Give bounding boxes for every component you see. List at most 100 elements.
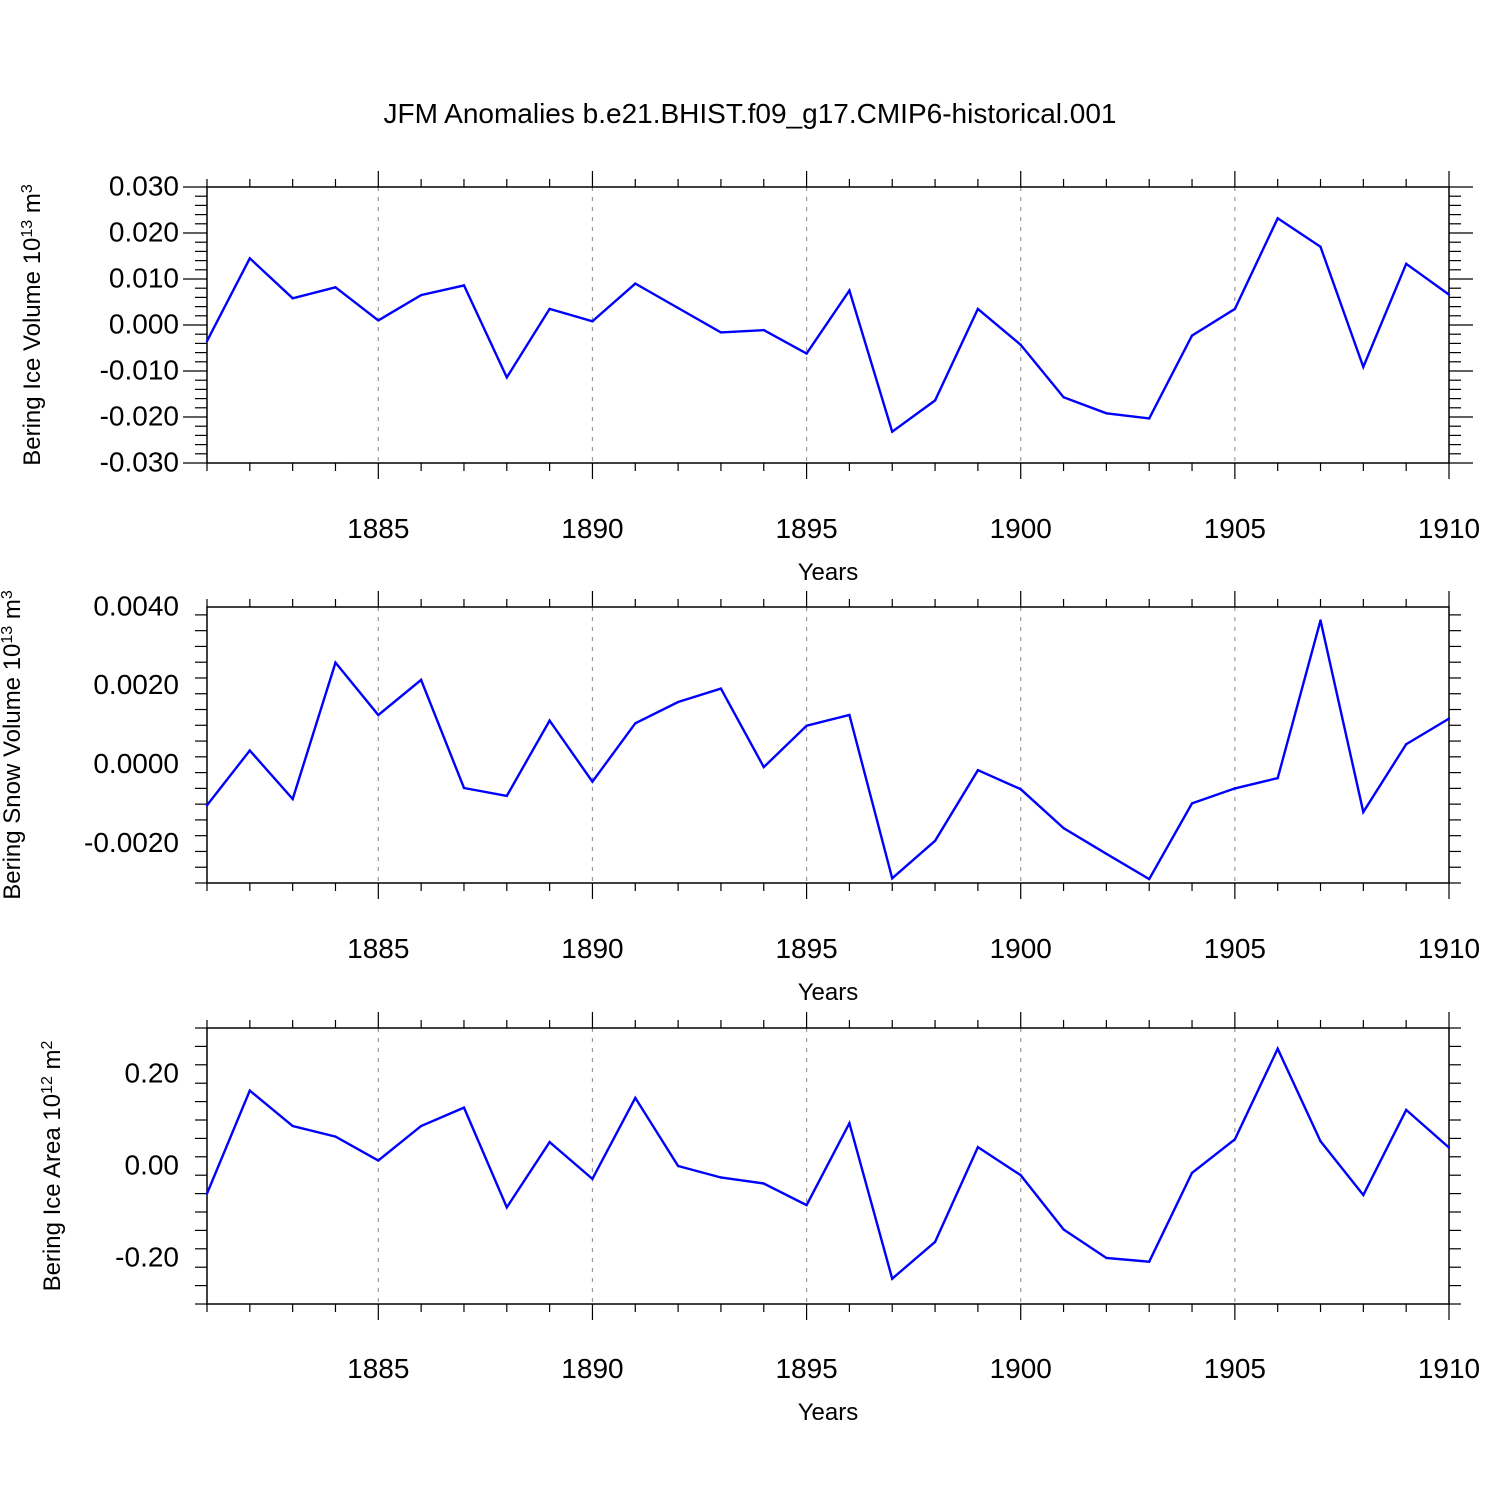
data-point <box>1062 826 1065 830</box>
y-tick-label: -0.20 <box>115 1241 179 1272</box>
y-tick-label: 0.030 <box>109 170 179 201</box>
y-tick-label: -0.020 <box>100 400 179 431</box>
data-point <box>462 284 466 287</box>
y-tick-label: 0.00 <box>125 1149 180 1180</box>
data-point <box>933 1240 937 1244</box>
data-point <box>334 661 337 664</box>
data-point <box>1319 245 1322 248</box>
data-point <box>1105 1256 1108 1260</box>
panel-3: 0.20 0.00 -0.20 1885 1890 1895 1900 1905 1910 Yea… <box>39 1012 1480 1426</box>
y-tick-label: 0.020 <box>109 216 179 247</box>
x-tick-label: 1890 <box>561 1353 623 1384</box>
data-point <box>848 289 851 292</box>
data-point <box>1233 307 1237 311</box>
data-point <box>719 687 723 690</box>
data-point <box>805 724 808 727</box>
x-axis-label: Years <box>798 979 859 1006</box>
data-point <box>377 713 380 717</box>
series-line <box>205 1045 1450 1281</box>
y-axis-label: Bering Ice Volume 1013 m3 <box>19 184 47 466</box>
data-point <box>1190 802 1194 805</box>
data-point <box>891 430 894 433</box>
data-point <box>205 1192 209 1195</box>
data-point <box>1404 262 1408 266</box>
x-axis-label: Years <box>798 1399 859 1426</box>
data-point <box>719 1176 723 1179</box>
data-point <box>205 339 209 343</box>
data-point <box>1190 334 1194 337</box>
data-point <box>548 307 551 311</box>
data-point <box>1362 810 1365 814</box>
data-point <box>591 780 594 783</box>
x-tick-label: 1895 <box>775 933 837 964</box>
data-point <box>976 307 980 311</box>
data-point <box>419 678 423 682</box>
data-point <box>1319 1139 1322 1143</box>
x-tick-label: 1900 <box>990 1353 1052 1384</box>
data-point <box>634 1096 637 1100</box>
data-point <box>1148 417 1151 420</box>
data-point <box>1148 1260 1151 1263</box>
data-point <box>1190 1171 1194 1175</box>
x-tick-label: 1910 <box>1418 1353 1480 1384</box>
data-point <box>248 257 252 260</box>
data-point <box>1019 787 1022 791</box>
data-point <box>291 797 294 801</box>
data-point <box>1233 787 1237 790</box>
data-point <box>676 1164 680 1168</box>
data-point <box>334 1135 337 1138</box>
data-point <box>591 320 594 323</box>
plot-frame <box>206 1027 1450 1305</box>
y-tick-label: 0.0040 <box>93 590 179 621</box>
data-point <box>1447 717 1451 720</box>
data-point <box>933 399 937 402</box>
x-tick-label: 1885 <box>347 933 409 964</box>
data-point <box>976 1145 980 1149</box>
data-point <box>1062 396 1065 399</box>
data-point <box>291 297 294 300</box>
data-point <box>891 1277 894 1280</box>
data-point <box>1362 1193 1365 1197</box>
data-point <box>505 376 508 379</box>
y-tick-label: 0.0000 <box>93 748 179 779</box>
y-axis-label: Bering Ice Area 1012 m2 <box>39 1040 67 1291</box>
data-point <box>1148 877 1151 881</box>
data-point <box>548 719 551 722</box>
data-point <box>505 794 508 798</box>
data-point <box>719 331 723 334</box>
data-point <box>1105 412 1108 415</box>
y-tick-label: 0.010 <box>109 262 179 293</box>
data-point <box>1105 852 1108 856</box>
y-tick-label: -0.030 <box>100 446 179 477</box>
data-point <box>634 722 637 725</box>
x-tick-label: 1905 <box>1204 1353 1266 1384</box>
x-tick-label: 1910 <box>1418 933 1480 964</box>
data-point <box>291 1124 294 1128</box>
data-point <box>1276 776 1279 780</box>
data-point <box>1319 619 1322 622</box>
y-tick-label: -0.010 <box>100 354 179 385</box>
plot-frame <box>206 186 1450 464</box>
data-point <box>591 1177 594 1181</box>
data-point <box>548 1140 551 1144</box>
data-point <box>377 319 380 322</box>
data-point <box>1233 1138 1237 1141</box>
data-point <box>848 1122 851 1125</box>
x-tick-label: 1890 <box>561 513 623 544</box>
x-tick-label: 1905 <box>1204 513 1266 544</box>
data-point <box>248 749 252 752</box>
data-point <box>462 1106 466 1109</box>
x-axis-label: Years <box>798 559 859 586</box>
data-point <box>762 765 765 769</box>
data-point <box>205 804 209 807</box>
x-tick-label: 1895 <box>775 1353 837 1384</box>
data-point <box>976 769 980 772</box>
data-point <box>805 1203 808 1207</box>
data-point <box>1276 217 1279 220</box>
data-point <box>419 1124 423 1128</box>
data-point <box>334 286 337 289</box>
data-point <box>1019 1174 1022 1177</box>
y-tick-label: 0.0020 <box>93 669 179 700</box>
data-point <box>762 1182 765 1185</box>
